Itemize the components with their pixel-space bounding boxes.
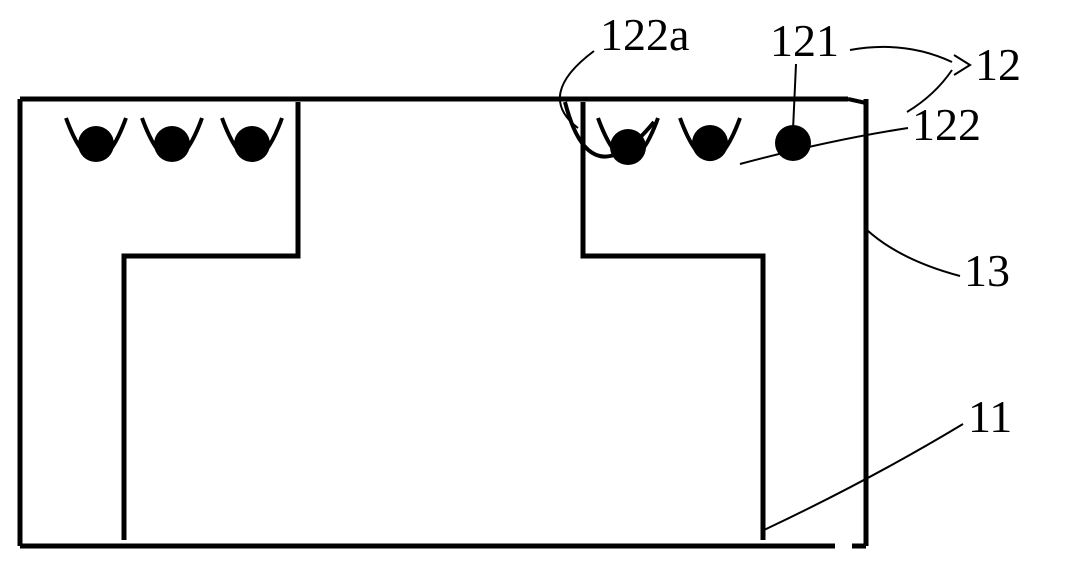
label-13: 13 [964,245,1010,296]
dot-right-1 [692,125,728,161]
dot-left-2 [234,126,270,162]
label-122: 122 [912,99,981,150]
label-12: 12 [975,39,1021,90]
label-121: 121 [770,15,839,66]
label-122a: 122a [600,9,689,60]
dot-right-2 [775,125,811,161]
dot-left-0 [78,126,114,162]
canvas-bg [0,0,1078,570]
label-11: 11 [968,391,1012,442]
dot-right-0 [610,129,646,165]
dot-left-1 [154,126,190,162]
